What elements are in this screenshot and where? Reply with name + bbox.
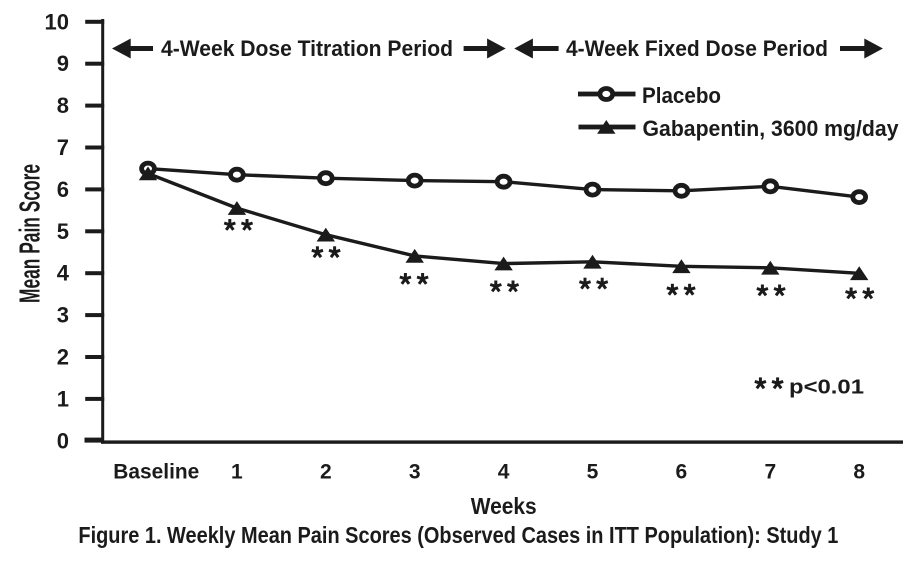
svg-text:10: 10 (45, 9, 69, 34)
svg-text:7: 7 (764, 460, 776, 483)
svg-text:2: 2 (57, 345, 69, 370)
svg-text:3: 3 (409, 460, 421, 483)
svg-text:6: 6 (676, 460, 688, 483)
svg-text:5: 5 (57, 219, 69, 244)
svg-text:5: 5 (587, 460, 599, 483)
svg-text:1: 1 (231, 460, 243, 483)
svg-text:4: 4 (57, 261, 70, 286)
svg-text:9: 9 (57, 51, 69, 76)
svg-text:2: 2 (320, 460, 332, 483)
svg-text:p<0.01: p<0.01 (789, 375, 864, 398)
svg-text:3: 3 (57, 303, 69, 328)
svg-text:6: 6 (57, 177, 69, 202)
svg-text:Baseline: Baseline (113, 460, 199, 483)
svg-text:Figure 1. Weekly Mean Pain Sco: Figure 1. Weekly Mean Pain Scores (Obser… (78, 522, 838, 548)
svg-text:4-Week Fixed Dose Period: 4-Week Fixed Dose Period (566, 36, 828, 61)
svg-text:Mean Pain Score: Mean Pain Score (14, 164, 46, 303)
svg-text:7: 7 (57, 135, 69, 160)
svg-text:4-Week Dose Titration Period: 4-Week Dose Titration Period (161, 36, 453, 61)
svg-text:Gabapentin, 3600 mg/day: Gabapentin, 3600 mg/day (643, 116, 900, 141)
svg-text:8: 8 (853, 460, 865, 483)
svg-text:Weeks: Weeks (471, 493, 537, 519)
svg-text:8: 8 (57, 93, 69, 118)
svg-text:Placebo: Placebo (642, 83, 721, 108)
svg-text:0: 0 (57, 428, 69, 453)
svg-text:1: 1 (57, 386, 69, 411)
svg-text:4: 4 (498, 460, 510, 483)
